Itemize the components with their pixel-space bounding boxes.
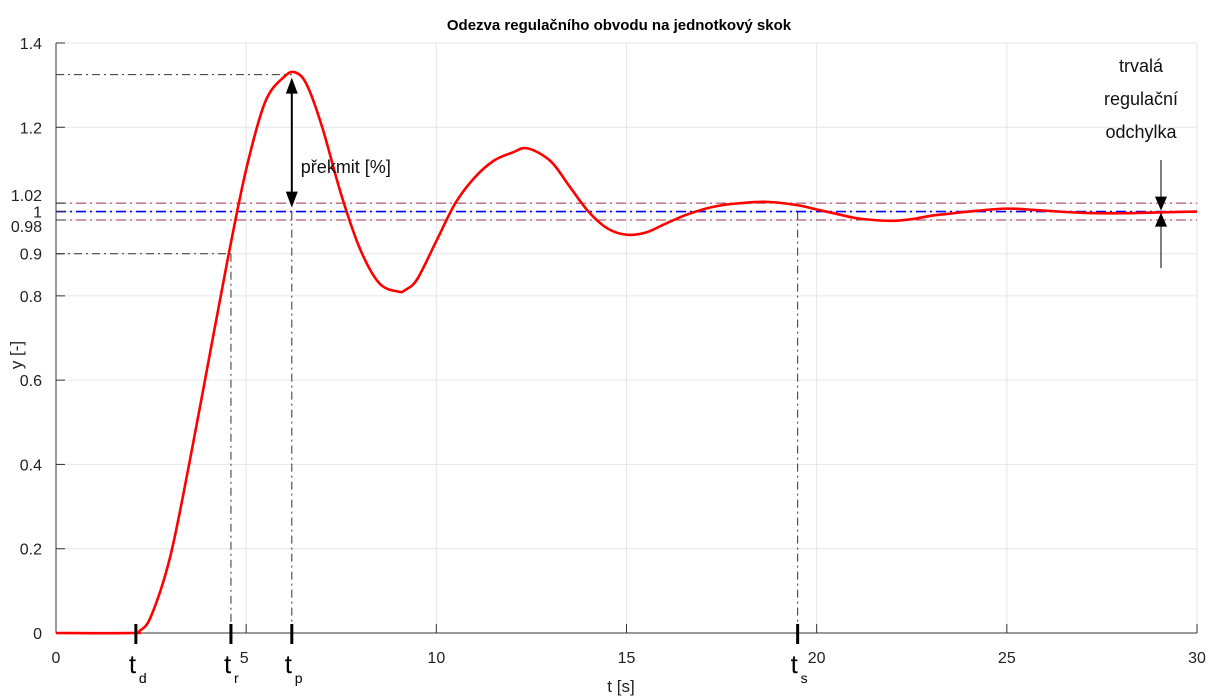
overshoot-label: překmit [%] [301,157,391,177]
response-curve [55,70,1198,635]
time-marker-subscript: s [801,670,808,686]
time-marker-label: t [129,649,137,679]
time-marker-subscript: p [295,670,303,686]
time-marker-subscript: d [139,670,147,686]
x-tick-label: 10 [427,650,445,667]
y-tick-label: 0.2 [20,542,42,559]
x-tick-label: 5 [240,650,249,667]
y-axis-label: y [-] [7,341,26,369]
grid [55,42,1198,634]
x-tick-label: 25 [998,650,1016,667]
steady-error-label: odchylka [1105,122,1177,142]
y-tick-label: 0.8 [20,289,42,306]
time-marker-label: t [285,649,293,679]
time-marker-subscript: r [234,670,239,686]
series [55,70,1198,635]
y-tick-label: 1.4 [20,36,42,53]
chart-title: Odezva regulačního obvodu na jednotkový … [447,17,792,34]
y-tick-label: 0.4 [20,457,42,474]
overshoot-arrow-head-down [285,191,298,208]
steady-error-arrow-up [1155,212,1167,227]
y-tick-label: 1.2 [20,120,42,137]
y-tick-label: 0.6 [20,373,42,390]
y-tick-label: 1 [33,205,42,222]
x-tick-label: 15 [618,650,636,667]
y-tick-label: 0.98 [11,219,42,236]
guide-lines [56,74,799,633]
steady-error-label: regulační [1104,89,1178,109]
x-tick-label: 30 [1188,650,1206,667]
overshoot-arrow-head-up [285,77,298,94]
y-tick-label: 0.9 [20,247,42,264]
steady-error-arrow-down [1155,196,1167,211]
time-marker-label: t [224,649,232,679]
x-tick-label: 0 [52,650,61,667]
x-axis-label: t [s] [607,677,634,696]
x-tick-label: 20 [808,650,826,667]
y-tick-label: 0 [33,626,42,643]
y-tick-label: 1.02 [11,188,42,205]
steady-error-label: trvalá [1119,56,1164,76]
time-marker-label: t [791,649,799,679]
